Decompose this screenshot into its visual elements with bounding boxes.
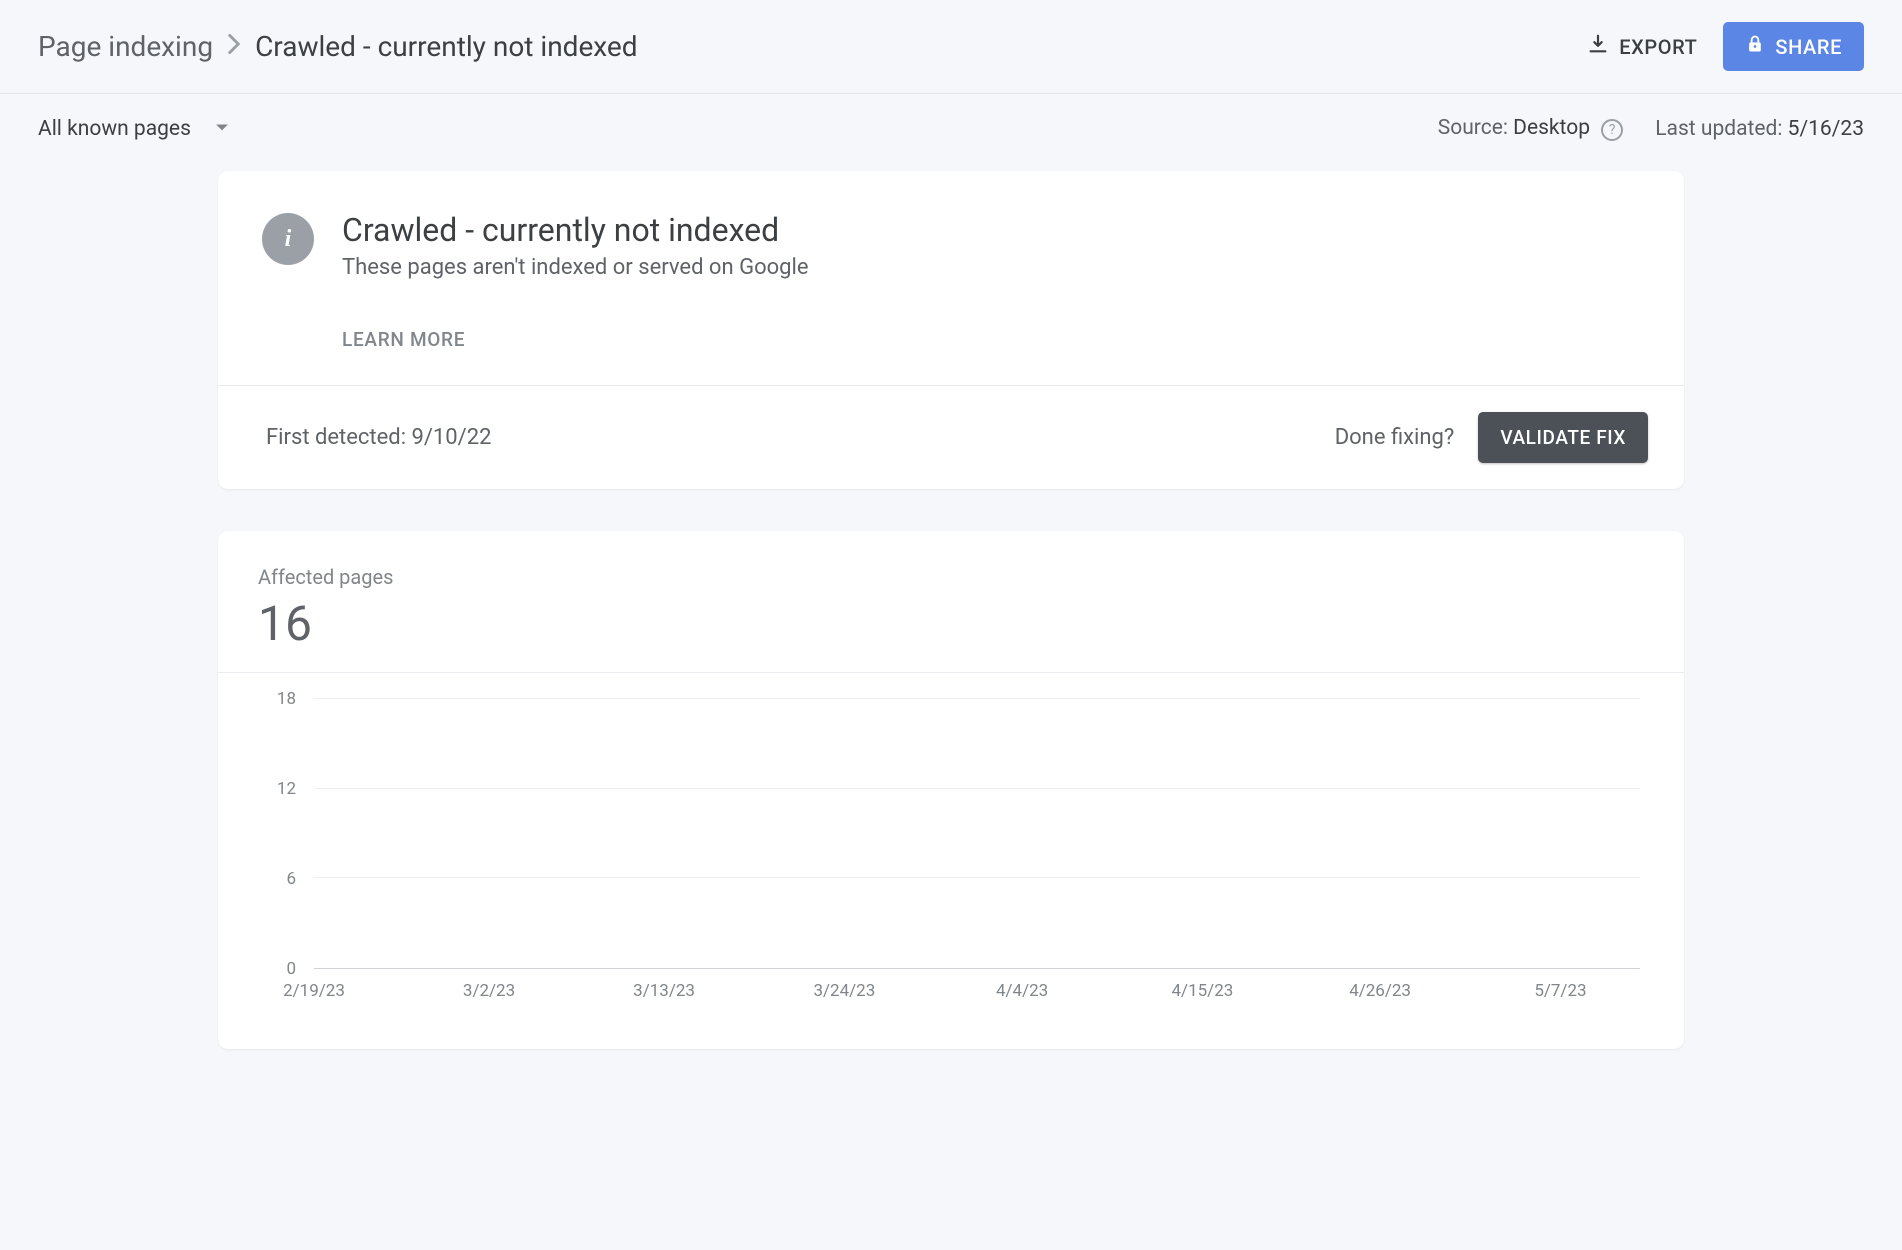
first-detected-value: 9/10/22	[411, 425, 491, 450]
share-label: SHARE	[1775, 35, 1842, 59]
breadcrumb-current: Crawled - currently not indexed	[255, 30, 638, 63]
first-detected: First detected: 9/10/22	[266, 425, 491, 450]
filter-label: All known pages	[38, 117, 191, 141]
header-actions: EXPORT SHARE	[1587, 22, 1864, 71]
info-icon: i	[262, 213, 314, 265]
lock-icon	[1745, 34, 1765, 59]
breadcrumb-parent[interactable]: Page indexing	[38, 30, 213, 63]
x-tick: 3/2/23	[463, 981, 515, 1001]
source-info: Source: Desktop ?	[1438, 116, 1623, 141]
affected-pages-chart: 061218 2/19/233/2/233/13/233/24/234/4/23…	[258, 699, 1644, 1009]
sub-bar: All known pages Source: Desktop ? Last u…	[0, 94, 1902, 171]
x-tick: 2/19/23	[283, 981, 345, 1001]
source-label: Source:	[1438, 116, 1513, 140]
info-title: Crawled - currently not indexed	[342, 211, 809, 249]
learn-more-link[interactable]: LEARN MORE	[342, 328, 809, 351]
chart-card: Affected pages 16 0 6 12 18 2/19/23 3/2/23 3/…	[218, 531, 1684, 1049]
first-detected-label: First detected:	[266, 425, 411, 450]
x-tick: 4/15/23	[1172, 981, 1234, 1001]
x-tick: 3/24/23	[813, 981, 875, 1001]
export-button[interactable]: EXPORT	[1587, 33, 1697, 60]
help-icon[interactable]: ?	[1601, 119, 1623, 141]
header-bar: Page indexing Crawled - currently not in…	[0, 0, 1902, 94]
last-updated-info: Last updated: 5/16/23	[1655, 117, 1864, 141]
breadcrumb: Page indexing Crawled - currently not in…	[38, 30, 638, 63]
download-icon	[1587, 33, 1609, 60]
filter-dropdown[interactable]: All known pages	[38, 117, 229, 141]
done-fixing-label: Done fixing?	[1335, 425, 1455, 450]
info-subtitle: These pages aren't indexed or served on …	[342, 255, 809, 280]
validate-fix-button[interactable]: VALIDATE FIX	[1478, 412, 1648, 463]
x-tick: 3/13/23	[633, 981, 695, 1001]
x-tick: 5/7/23	[1534, 981, 1586, 1001]
share-button[interactable]: SHARE	[1723, 22, 1864, 71]
y-tick: 0	[286, 959, 296, 979]
chevron-right-icon	[227, 34, 241, 60]
affected-pages-count: 16	[258, 595, 1644, 652]
meta-info: Source: Desktop ? Last updated: 5/16/23	[1438, 116, 1864, 141]
y-tick: 18	[277, 689, 296, 709]
x-tick: 4/4/23	[996, 981, 1048, 1001]
caret-down-icon	[215, 121, 229, 137]
y-tick: 12	[277, 779, 296, 799]
x-tick: 4/26/23	[1349, 981, 1411, 1001]
affected-pages-label: Affected pages	[258, 565, 1644, 589]
y-tick: 6	[286, 869, 296, 889]
last-updated-value: 5/16/23	[1788, 117, 1864, 141]
info-card: i Crawled - currently not indexed These …	[218, 171, 1684, 489]
source-value: Desktop	[1513, 116, 1590, 140]
last-updated-label: Last updated:	[1655, 117, 1787, 141]
export-label: EXPORT	[1619, 35, 1697, 59]
